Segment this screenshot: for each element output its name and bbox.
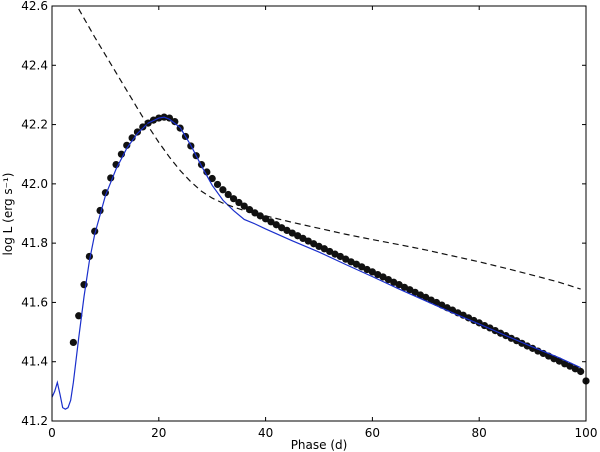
data-point [304,237,312,245]
axis-layer: 0 20 40 60 80 100 41.2 41.4 41.6 41.8 42.0 42.2 42.4… [21,0,597,440]
data-point [213,180,222,189]
y-tick-label: 41.2 [21,414,48,428]
y-tick-label: 42.6 [21,0,48,13]
data-point [432,298,441,307]
data-point [411,288,419,296]
series-line-dashed [78,8,581,290]
data-point [368,268,376,276]
data-point [358,263,366,271]
data-point [171,118,179,126]
data-point [208,174,216,183]
y-tick-label: 42.4 [21,58,48,72]
data-point [352,260,360,268]
data-point [139,123,147,131]
data-point [310,240,318,248]
data-point [406,286,414,294]
data-point [326,247,334,256]
data-point [128,134,136,142]
data-point [294,232,302,240]
data-point [219,186,227,194]
data-point [240,202,248,210]
data-point [251,209,259,217]
series-line-solid [51,116,581,410]
x-tick-label: 0 [48,426,56,440]
data-point [69,338,77,347]
x-tick-label: 40 [258,426,273,440]
y-tick-label: 41.8 [21,236,48,250]
data-point [203,168,211,176]
data-point [571,365,579,373]
x-tick-label: 100 [575,426,598,440]
data-point [229,195,238,203]
data-point [267,218,275,226]
data-point [384,276,393,284]
y-tick-label: 41.6 [21,295,48,309]
data-point [235,198,243,207]
data-point [123,141,131,149]
data-point [107,174,115,182]
data-point [464,314,473,322]
y-tick-label: 42.0 [21,177,48,191]
y-tick-label: 42.2 [21,118,48,132]
data-point [133,128,142,136]
data-point [272,221,280,229]
data-point [422,293,430,301]
data-point [577,367,585,376]
data-point [336,252,344,261]
x-axis-label: Phase (d) [291,438,348,452]
data-point [342,255,350,263]
data-point [75,312,83,320]
data-point [320,245,328,253]
data-point [283,226,291,234]
data-point [299,234,307,242]
x-tick-label: 80 [472,426,487,440]
y-tick-label: 41.4 [21,355,48,369]
data-point [165,114,174,122]
data-layer [51,8,590,410]
data-point [566,362,574,370]
y-axis-label: log L (erg s⁻¹) [1,173,15,256]
data-point [278,224,286,232]
plot-frame [51,5,587,422]
x-tick-label: 60 [365,426,380,440]
data-point [224,190,232,199]
data-point [262,215,270,223]
plot-background [52,6,586,421]
data-point [288,229,296,237]
data-point [379,273,387,281]
x-tick-label: 20 [151,426,166,440]
data-point [395,281,403,289]
